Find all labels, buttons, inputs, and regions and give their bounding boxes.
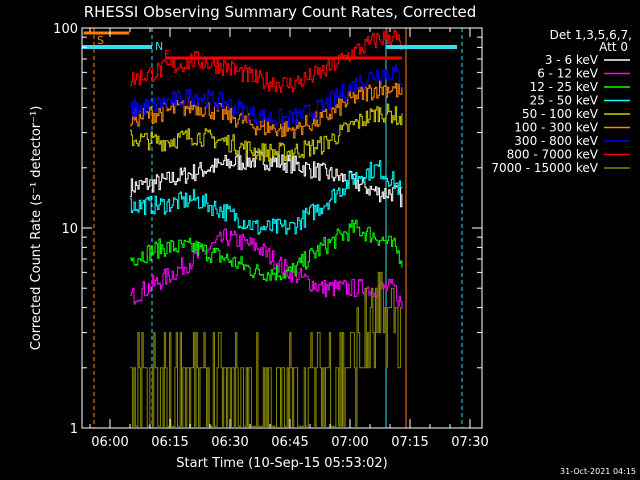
x-tick-label-2: 06:15: [151, 435, 188, 450]
legend-entry-5: 50 - 100 keV: [522, 107, 599, 121]
y-tick-label-2: 10: [61, 222, 78, 237]
legend-header-line2: Att 0: [599, 40, 628, 54]
legend-entry-7: 300 - 800 keV: [514, 134, 598, 148]
series-line-3: [130, 219, 403, 282]
x-tick-label-3: 06:30: [211, 435, 248, 450]
series-line-4: [130, 160, 403, 235]
chart-title: RHESSI Observing Summary Count Rates, Co…: [84, 3, 477, 21]
x-tick-label-6: 07:15: [391, 435, 428, 450]
series-line-2: [130, 228, 403, 309]
legend-header-line1: Det 1,3,5,6,7,: [550, 28, 632, 42]
footer-timestamp: 31-Oct-2021 04:15: [560, 467, 636, 476]
axes: 1 10 100 06:00 06:15 06:30 06:45 07:00 07:15 07:3…: [53, 22, 489, 450]
x-axis-label: Start Time (10-Sep-15 05:53:02): [176, 456, 387, 471]
x-tick-label-5: 07:00: [331, 435, 368, 450]
flag-label-n: N: [155, 40, 163, 53]
plot-area: S NF: [81, 28, 463, 428]
series-line-6: [130, 80, 403, 139]
x-tick-label-4: 06:45: [271, 435, 308, 450]
legend-entry-1: 3 - 6 keV: [545, 53, 599, 67]
legend-entry-4: 25 - 50 keV: [530, 94, 599, 108]
series-line-9: [130, 271, 402, 427]
x-tick-label-7: 07:30: [451, 435, 488, 450]
series-line-1: [130, 151, 403, 208]
series-line-5: [130, 103, 403, 162]
y-tick-label-1: 1: [70, 422, 78, 437]
legend-entry-6: 100 - 300 keV: [514, 121, 598, 135]
legend-entry-9: 7000 - 15000 keV: [491, 161, 598, 175]
series-line-7: [130, 64, 403, 128]
flag-label-f: F: [164, 48, 170, 61]
x-tick-label-1: 06:00: [91, 435, 128, 450]
legend-entry-2: 6 - 12 keV: [537, 67, 599, 81]
legend-entry-3: 12 - 25 keV: [530, 80, 599, 94]
y-axis-label: Corrected Count Rate (s⁻¹ detector⁻¹): [29, 106, 44, 351]
flag-label-s: S: [97, 34, 104, 47]
y-tick-label-3: 100: [53, 22, 78, 37]
series-line-8: [130, 29, 403, 93]
legend-entry-8: 800 - 7000 keV: [507, 148, 599, 162]
